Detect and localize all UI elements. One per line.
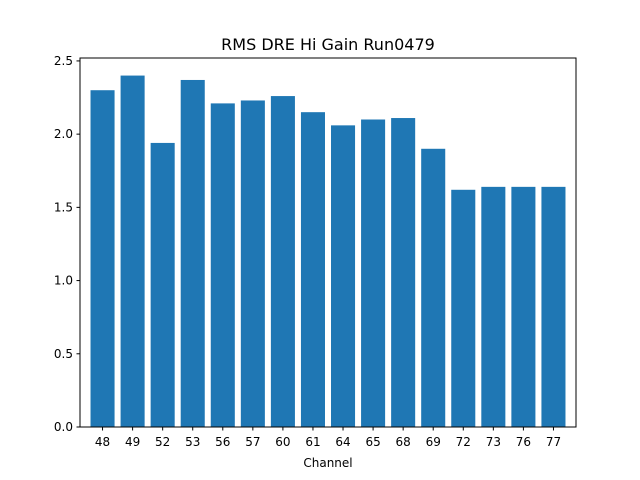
bar-channel-68 [391, 118, 416, 428]
x-tick-label-73: 73 [486, 435, 501, 449]
x-tick-label-64: 64 [335, 435, 350, 449]
bar-channel-49 [120, 75, 145, 428]
bar-channel-52 [150, 142, 175, 427]
x-tick-label-61: 61 [305, 435, 320, 449]
bars-group [90, 75, 566, 428]
x-tick-label-68: 68 [396, 435, 411, 449]
y-tick-label: 2.5 [54, 54, 73, 68]
bar-channel-69 [421, 148, 446, 428]
bar-channel-53 [180, 79, 205, 427]
y-axis-ticks: 0.0 0.5 1.0 1.5 2.0 2.5 [54, 54, 80, 434]
x-tick-label-69: 69 [426, 435, 441, 449]
bar-channel-77 [541, 186, 566, 427]
x-tick-label-77: 77 [546, 435, 561, 449]
bar-channel-76 [511, 186, 536, 427]
bar-channel-65 [361, 119, 386, 427]
x-tick-label-49: 49 [125, 435, 140, 449]
x-tick-label-56: 56 [215, 435, 230, 449]
bar-channel-73 [481, 186, 506, 427]
bar-channel-64 [331, 125, 356, 427]
x-tick-label-53: 53 [185, 435, 200, 449]
bar-channel-61 [300, 112, 325, 427]
y-tick-label: 0.5 [54, 347, 73, 361]
y-tick-label: 2.0 [54, 127, 73, 141]
x-axis-ticks: 48 49 52 53 56 57 60 61 64 65 68 69 72 73 76 77 [95, 427, 561, 449]
x-tick-label-72: 72 [456, 435, 471, 449]
bar-channel-48 [90, 90, 115, 427]
x-axis-label: Channel [303, 456, 352, 470]
bar-channel-57 [240, 100, 265, 427]
bar-channel-56 [210, 103, 235, 428]
x-tick-label-60: 60 [275, 435, 290, 449]
bar-channel-72 [451, 189, 476, 427]
x-tick-label-65: 65 [365, 435, 380, 449]
y-tick-label: 0.0 [54, 420, 73, 434]
y-tick-label: 1.5 [54, 200, 73, 214]
x-tick-label-48: 48 [95, 435, 110, 449]
x-tick-label-76: 76 [516, 435, 531, 449]
chart-title: RMS DRE Hi Gain Run0479 [221, 35, 435, 54]
bar-channel-60 [270, 96, 295, 428]
x-tick-label-52: 52 [155, 435, 170, 449]
plot-frame [79, 57, 577, 428]
y-tick-label: 1.0 [54, 274, 73, 288]
x-tick-label-57: 57 [245, 435, 260, 449]
